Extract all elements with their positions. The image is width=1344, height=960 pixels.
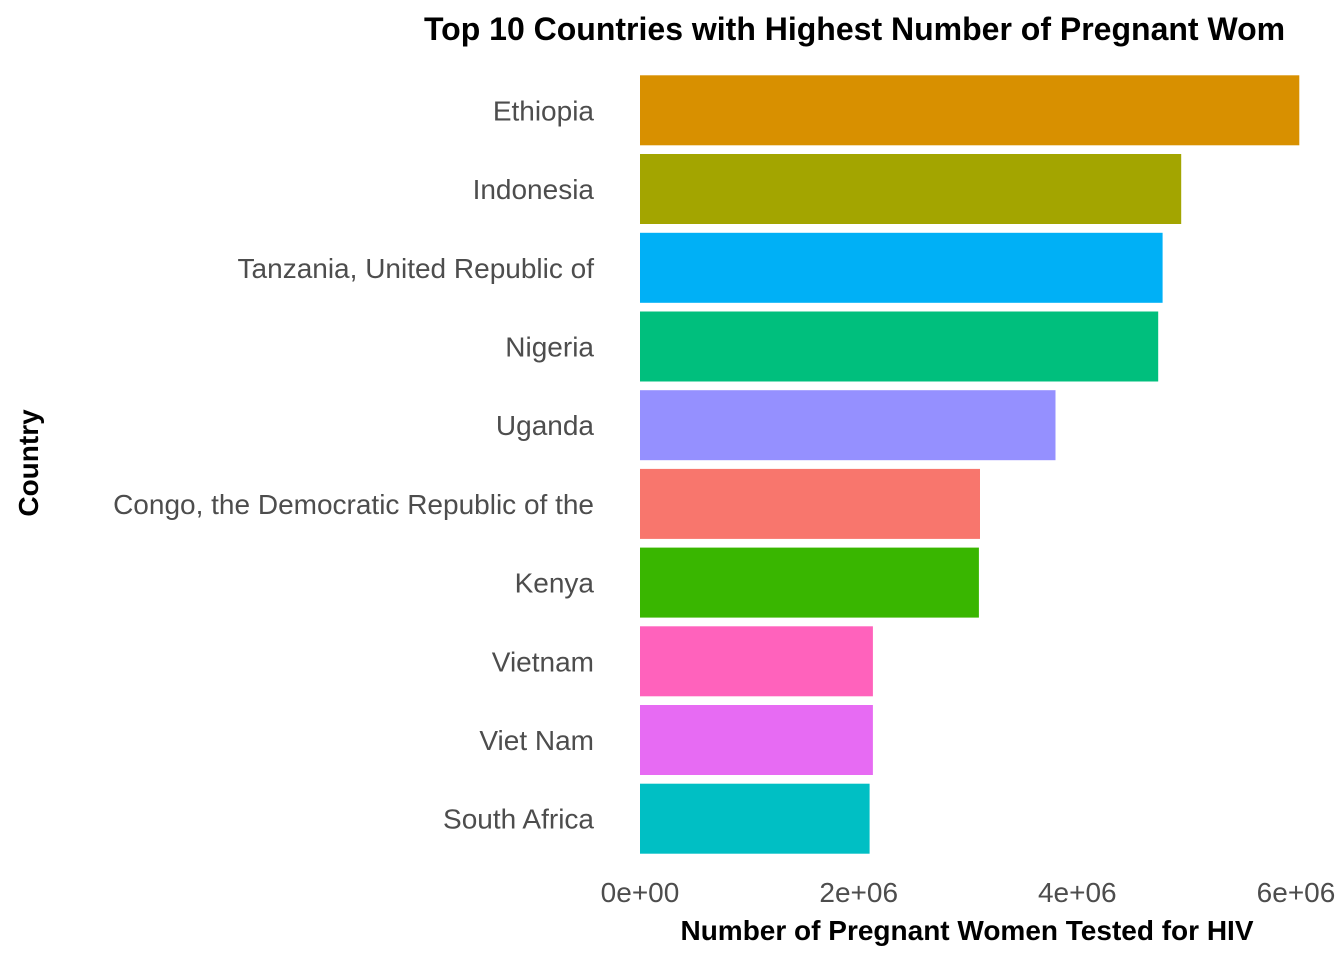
y-tick-label: Ethiopia (493, 95, 595, 126)
bar (640, 783, 870, 854)
y-tick-label: Kenya (515, 568, 595, 599)
x-tick-label: 2e+06 (819, 877, 898, 908)
bar (640, 390, 1056, 461)
bars-group (640, 75, 1300, 854)
x-tick-label: 0e+00 (601, 877, 680, 908)
y-tick-labels: Ethiopia Indonesia Tanzania, United Republ… (113, 95, 594, 834)
y-tick-label: Nigeria (505, 332, 594, 363)
y-axis-title: Country (13, 409, 44, 517)
bar (640, 626, 873, 697)
x-tick-labels: 0e+00 2e+06 4e+06 6e+06 (601, 877, 1336, 908)
bar (640, 468, 980, 539)
x-tick-label: 4e+06 (1038, 877, 1117, 908)
y-tick-label: Viet Nam (479, 725, 594, 756)
y-tick-label: Uganda (496, 410, 595, 441)
bar (640, 547, 979, 618)
y-tick-label: South Africa (443, 804, 594, 835)
chart-title: Top 10 Countries with Highest Number of … (424, 11, 1285, 47)
x-tick-label: 6e+06 (1257, 877, 1336, 908)
y-tick-label: Tanzania, United Republic of (238, 253, 595, 284)
bar (640, 705, 873, 775)
y-tick-label: Indonesia (473, 174, 595, 205)
y-tick-label: Vietnam (492, 646, 594, 677)
bar (640, 232, 1163, 303)
bar (640, 311, 1159, 382)
y-tick-label: Congo, the Democratic Republic of the (113, 489, 594, 520)
x-axis-title: Number of Pregnant Women Tested for HIV (680, 915, 1253, 946)
bar (640, 75, 1300, 146)
bar (640, 154, 1182, 224)
